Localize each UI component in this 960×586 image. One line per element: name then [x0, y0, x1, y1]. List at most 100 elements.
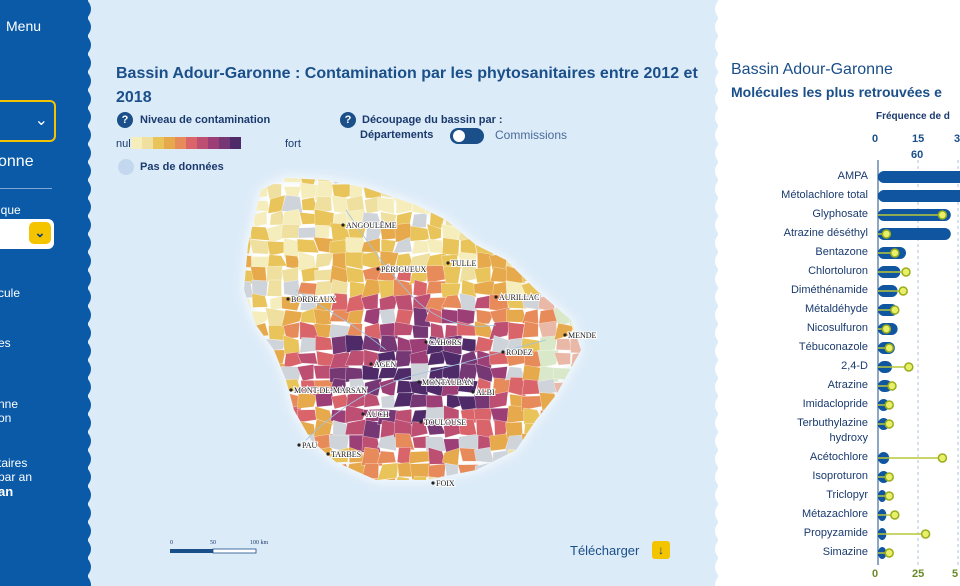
- menu-button[interactable]: Menu: [6, 18, 42, 34]
- map-cell: [413, 178, 430, 186]
- map-cell: [413, 181, 430, 200]
- map-cell: [554, 395, 574, 411]
- legend-swatch-1: [142, 137, 153, 149]
- molecule-label: Isoproturon: [812, 470, 868, 482]
- frequency-axis-title: Fréquence de d: [876, 111, 950, 122]
- map-cell: [505, 293, 528, 309]
- map-cell: [473, 223, 495, 241]
- map-panel: Bassin Adour-Garonne : Contamination par…: [87, 0, 719, 586]
- concentration-dot[interactable]: [884, 472, 894, 482]
- map-cell: [330, 378, 347, 394]
- concentration-dot[interactable]: [920, 529, 931, 539]
- map-cell: [587, 433, 605, 452]
- map-cell: [266, 265, 283, 283]
- map-cell: [538, 270, 559, 285]
- region-name: onne: [0, 153, 34, 170]
- map-cell: [360, 237, 381, 253]
- city-label: CAHORS: [429, 338, 461, 347]
- sidebar-item-molecule[interactable]: cule: [0, 286, 21, 300]
- molecules-panel: Bassin Adour-Garonne Molécules les plus …: [718, 0, 960, 586]
- split-toggle[interactable]: [450, 128, 484, 144]
- concentration-dot[interactable]: [904, 362, 914, 372]
- sidebar-item-es[interactable]: es: [0, 336, 11, 350]
- sidebar-item-commission[interactable]: nne on: [0, 397, 19, 425]
- map-cell: [473, 183, 495, 198]
- map-cell: [572, 293, 581, 310]
- bottom-tick-0: 0: [872, 568, 879, 580]
- concentration-dot[interactable]: [884, 400, 894, 410]
- sidebar-item-an[interactable]: an: [0, 484, 14, 499]
- concentration-dot[interactable]: [890, 248, 900, 258]
- city-dot: [501, 350, 505, 354]
- concentration-dot[interactable]: [937, 210, 948, 220]
- type-select[interactable]: ⌄: [0, 219, 54, 249]
- map-cell: [586, 252, 605, 269]
- help-icon[interactable]: ?: [117, 112, 133, 128]
- molecule-label: Acétochlore: [809, 451, 868, 463]
- chevron-down-icon[interactable]: ⌄: [29, 222, 51, 244]
- concentration-dot[interactable]: [890, 305, 900, 315]
- map-cell: [250, 462, 270, 480]
- concentration-dot[interactable]: [937, 453, 948, 463]
- map-cell: [442, 265, 462, 285]
- city-dot: [341, 223, 345, 227]
- concentration-dot[interactable]: [881, 324, 892, 334]
- concentration-dot[interactable]: [884, 491, 894, 501]
- map-cell: [588, 171, 604, 185]
- map-cell: [474, 462, 490, 480]
- map-cell: [508, 226, 525, 240]
- frequency-bar[interactable]: [878, 171, 960, 183]
- map-cell: [445, 209, 460, 228]
- map-cell: [553, 381, 571, 394]
- map-cell: [376, 450, 397, 464]
- map-cell: [589, 197, 605, 211]
- map-cell: [441, 182, 463, 201]
- map-cell: [244, 393, 255, 412]
- help-icon[interactable]: ?: [340, 112, 356, 128]
- map-cell: [379, 178, 398, 186]
- map-cell: [249, 450, 269, 466]
- city-label: AURILLAC: [499, 293, 539, 302]
- map-cell: [249, 239, 271, 255]
- map-cell: [569, 334, 581, 354]
- map-cell: [251, 422, 268, 438]
- map-scale: 0 50 100 km: [170, 540, 269, 554]
- wave-edge-left: [87, 0, 91, 586]
- map-cell: [426, 223, 442, 241]
- download-link[interactable]: Télécharger: [570, 543, 640, 558]
- bottom-tick-50: 5: [952, 568, 959, 580]
- map-cell: [361, 478, 381, 480]
- frequency-bar[interactable]: [878, 190, 960, 202]
- download-icon[interactable]: ↓: [652, 541, 670, 559]
- map-cell: [521, 293, 542, 311]
- map-cell: [588, 280, 607, 294]
- sidebar-item-phyto[interactable]: taires par an: [0, 456, 33, 484]
- map-cell: [345, 178, 368, 186]
- map-cell: [317, 178, 331, 183]
- concentration-dot[interactable]: [884, 548, 894, 558]
- concentration-dot[interactable]: [901, 267, 911, 277]
- top-tick-60: 60: [911, 149, 924, 161]
- scale-bar-dark: [170, 549, 213, 553]
- map-cell: [554, 209, 574, 229]
- split-option-commissions[interactable]: Commissions: [495, 128, 568, 142]
- basin-select[interactable]: ⌄: [0, 100, 56, 142]
- city-dot: [417, 380, 421, 384]
- map-cell: [508, 237, 527, 256]
- frequency-bar[interactable]: [878, 228, 951, 240]
- concentration-dot[interactable]: [890, 510, 900, 520]
- map-cell: [523, 461, 540, 480]
- concentration-dot[interactable]: [884, 419, 894, 429]
- map-cell: [552, 294, 576, 308]
- map-cell: [244, 210, 253, 228]
- concentration-dot[interactable]: [898, 286, 908, 296]
- split-option-departements[interactable]: Départements: [360, 129, 434, 141]
- map-cell: [443, 178, 463, 184]
- contamination-map[interactable]: ANGOULÊME PÉRIGUEUX TULLE BORDEAUX AURILLAC M…: [176, 150, 616, 515]
- map-cell: [393, 236, 413, 254]
- concentration-dot[interactable]: [881, 229, 892, 239]
- map-cell: [362, 182, 383, 199]
- concentration-dot[interactable]: [887, 381, 897, 391]
- concentration-dot[interactable]: [884, 343, 894, 353]
- legend-swatch-4: [175, 137, 186, 149]
